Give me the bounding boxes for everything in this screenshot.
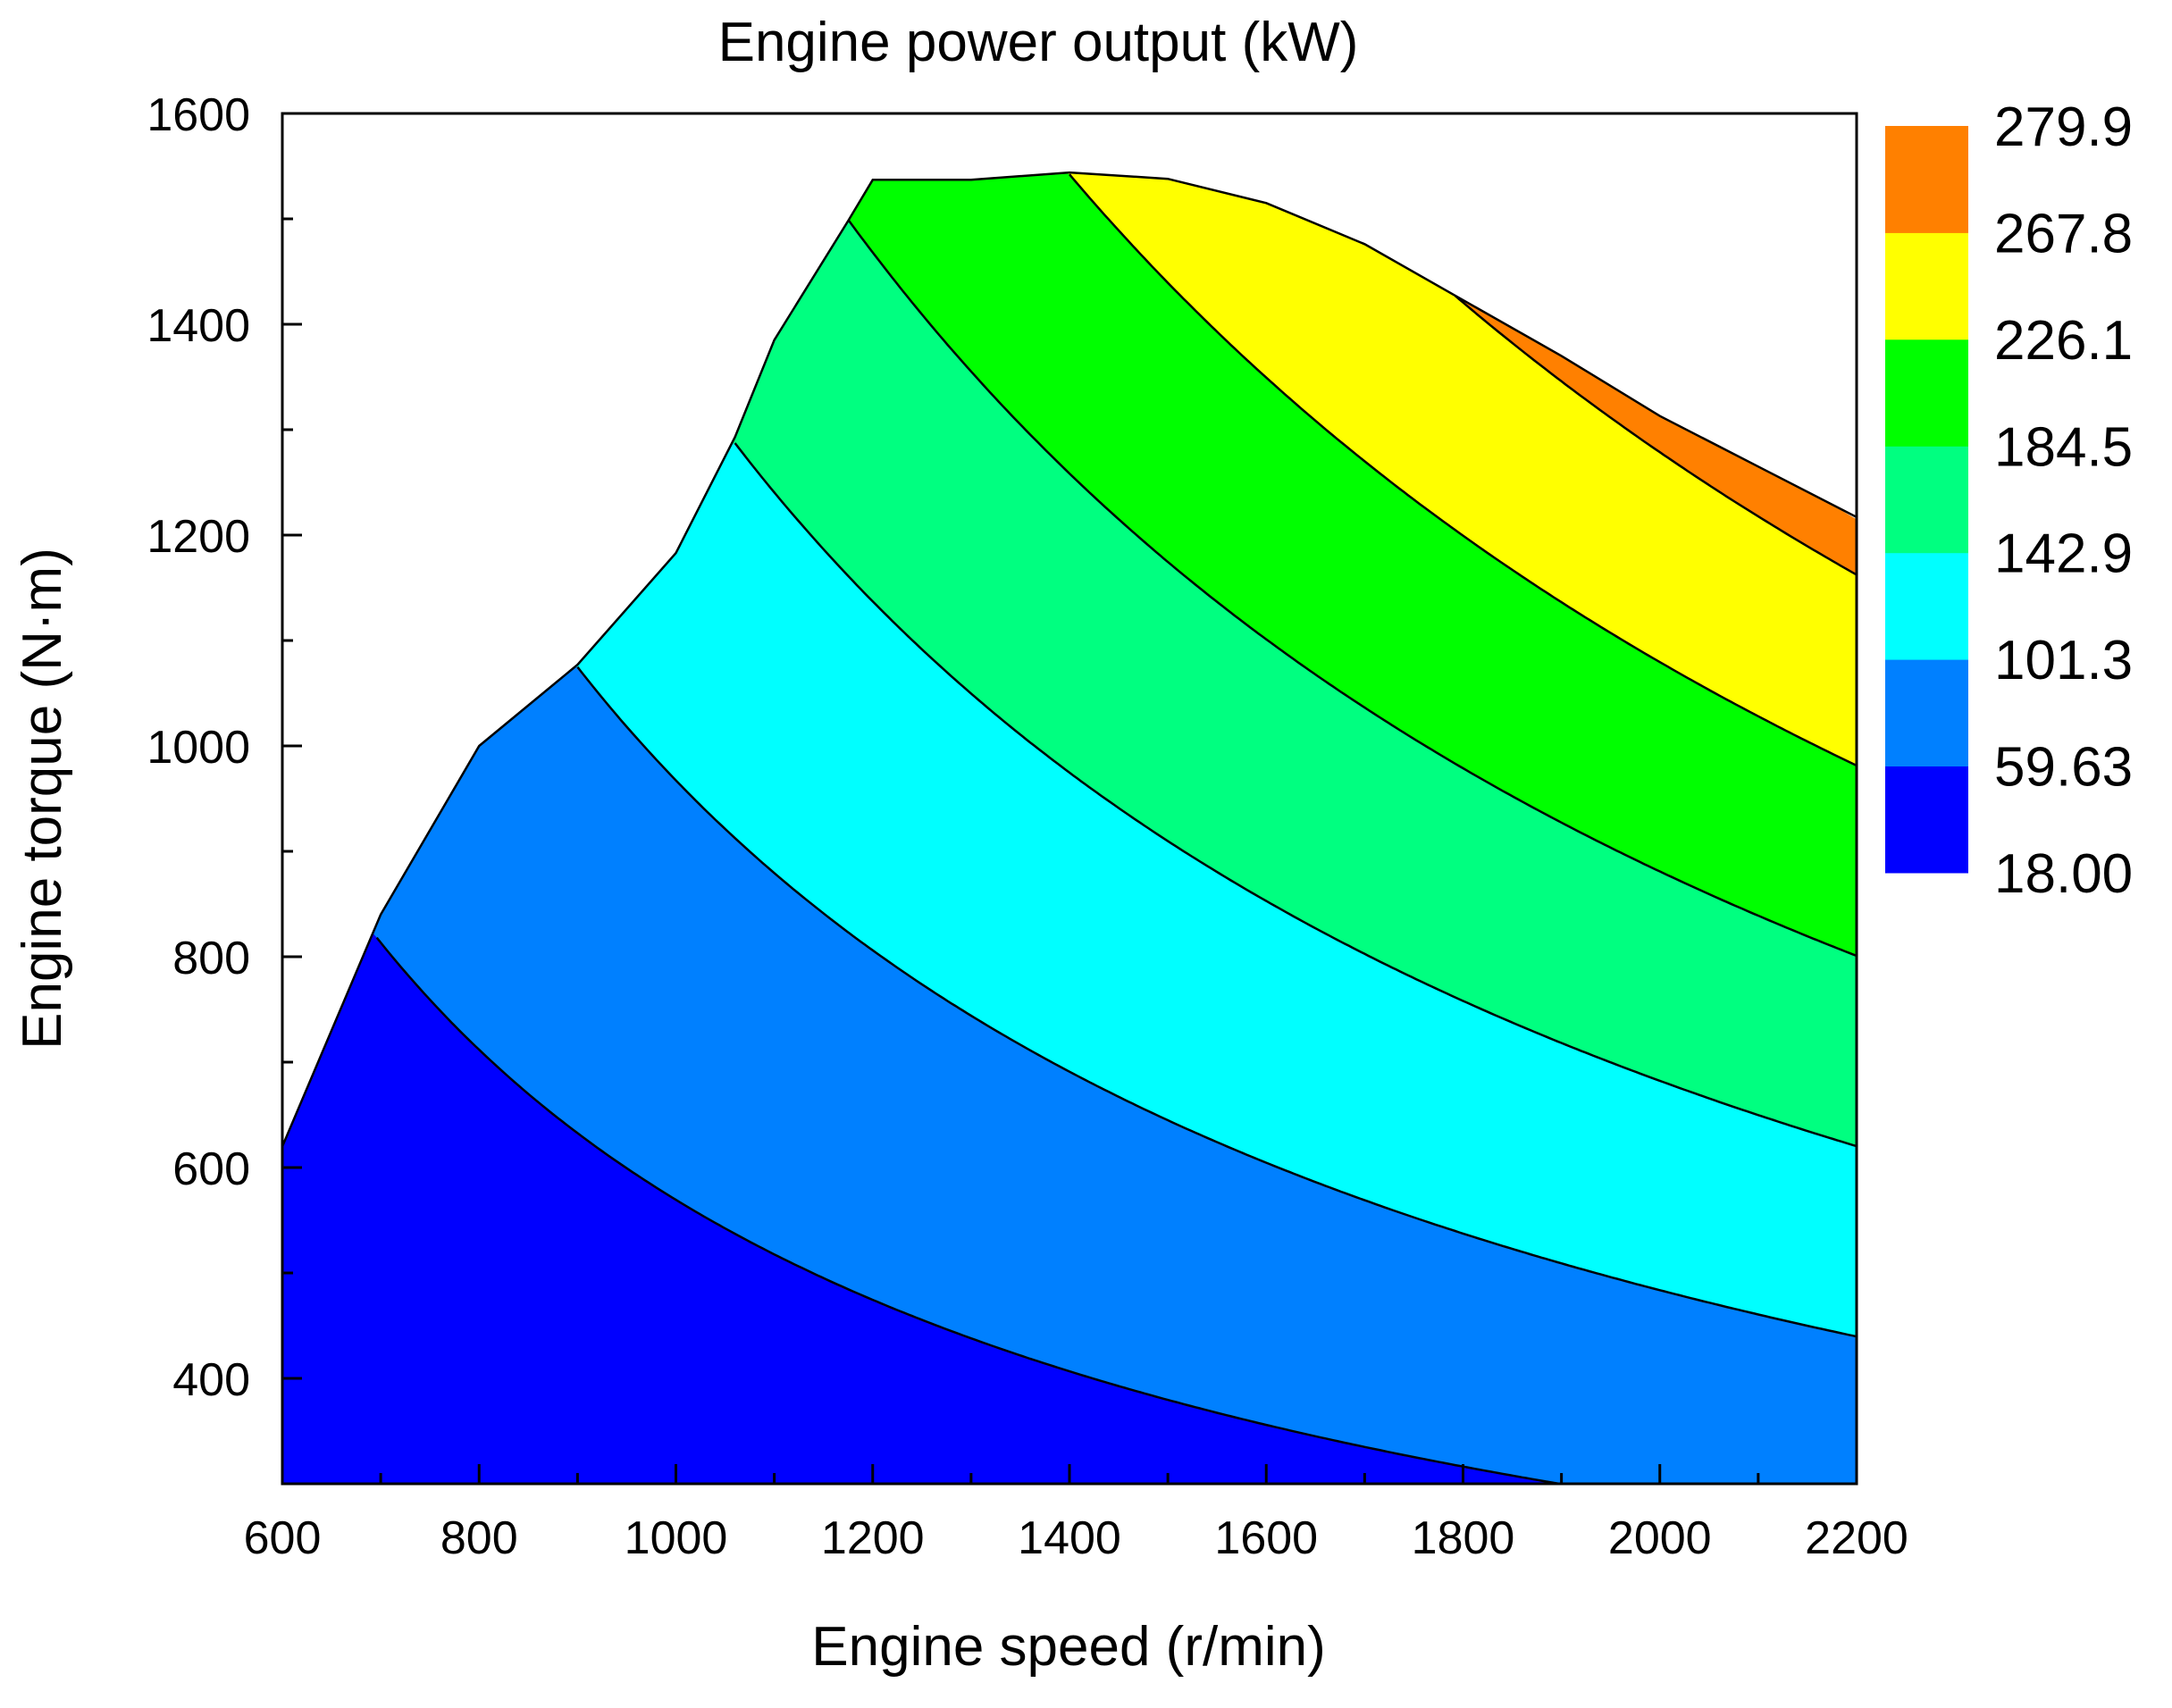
colorbar-level-label: 226.1	[1994, 310, 2133, 372]
colorbar-swatch	[1885, 126, 1968, 233]
y-axis: 400 600 800 1000 1200 1400 1600	[147, 89, 302, 1486]
x-tick-label: 1000	[625, 1512, 728, 1564]
x-tick-label: 600	[244, 1512, 322, 1564]
contour-line-2	[576, 666, 1857, 1338]
contour-line-4	[848, 220, 1857, 958]
x-tick-label: 1200	[821, 1512, 925, 1564]
colorbar-swatch	[1885, 552, 1968, 660]
y-tick-label: 600	[172, 1143, 250, 1195]
y-tick-label: 400	[172, 1354, 250, 1406]
colorbar-level-label: 184.5	[1994, 416, 2133, 478]
x-tick-label: 2200	[1805, 1512, 1908, 1564]
colorbar-level-label: 18.00	[1994, 843, 2133, 905]
x-tick-label: 2000	[1608, 1512, 1712, 1564]
colorbar-level-label: 279.9	[1994, 96, 2133, 158]
colorbar-swatch	[1885, 446, 1968, 554]
colorbar-level-label: 142.9	[1994, 523, 2133, 585]
colorbar-level-label: 267.8	[1994, 203, 2133, 264]
contour-line-1	[375, 936, 1566, 1484]
contour-lines	[282, 171, 1857, 1484]
y-tick-label: 1000	[147, 722, 250, 774]
plot-area	[282, 172, 1857, 1484]
contour-band-1	[282, 933, 1560, 1484]
x-axis-label: Engine speed (r/min)	[811, 1616, 1326, 1678]
colorbar-swatch	[1885, 766, 1968, 874]
colorbar-swatch	[1885, 659, 1968, 766]
x-tick-label: 1800	[1412, 1512, 1515, 1564]
colorbar-swatch	[1885, 232, 1968, 340]
colorbar: 18.00 59.63 101.3 142.9 184.5 226.1 267.8 279.9	[1885, 96, 2133, 905]
contour-line-3	[734, 442, 1857, 1148]
x-axis: 600 800 1000 1200 1400 1600 1800 2000 2200	[244, 1464, 1908, 1564]
external-characteristic-line	[282, 171, 1857, 1147]
x-tick-label: 1400	[1018, 1512, 1121, 1564]
y-tick-label: 800	[172, 933, 250, 984]
colorbar-level-label: 101.3	[1994, 630, 2133, 691]
colorbar-level-label: 59.63	[1994, 737, 2133, 799]
x-tick-label: 800	[440, 1512, 518, 1564]
y-tick-label: 1600	[147, 89, 250, 141]
y-axis-label: Engine torque (N·m)	[12, 548, 73, 1050]
x-tick-label: 1600	[1214, 1512, 1318, 1564]
chart-title: Engine power output (kW)	[718, 12, 1359, 73]
y-tick-label: 1200	[147, 511, 250, 563]
y-tick-label: 1400	[147, 300, 250, 352]
colorbar-swatch	[1885, 339, 1968, 447]
contour-line-6	[1454, 295, 1857, 576]
contour-line-5	[1069, 173, 1857, 767]
